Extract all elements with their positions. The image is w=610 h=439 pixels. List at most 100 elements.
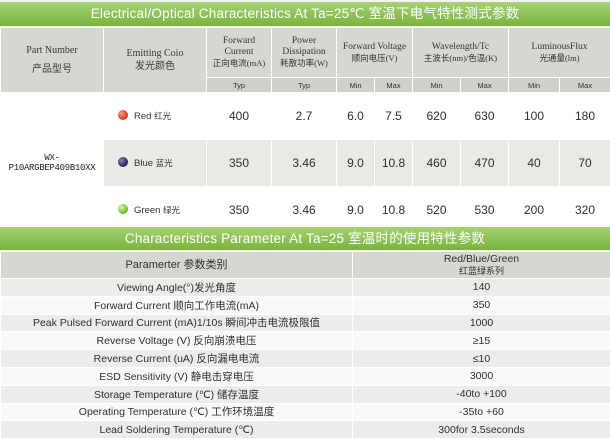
power-dissipation-header: Power Dissipation 耗散功率(W) (271, 27, 337, 78)
param-name: Storage Temperature (℃) 储存温度 (0, 384, 353, 404)
part-number-header: Part Number 产品型号 (0, 27, 104, 93)
forward-current-header: Forward Current 正向电流(mA) (206, 27, 272, 78)
luminous-flux-header: LuminousFlux 光通量(lm) (507, 27, 610, 78)
table-row: Storage Temperature (℃) 储存温度 -40to +100 (0, 384, 610, 404)
typ-subheader: Typ (271, 77, 337, 93)
power-dissipation-label: Power Dissipation (282, 36, 326, 57)
lf-max-value: 180 (558, 92, 610, 140)
lf-min-value: 200 (508, 186, 560, 234)
forward-voltage-label-cn: 顺向电压(V) (351, 52, 398, 63)
param-value: 1000 (352, 313, 610, 333)
value-header: Red/Blue/Green 红蓝绿系列 (352, 251, 610, 279)
param-name: ESD Sensitivity (V) 静电击穿电压 (0, 366, 353, 386)
forward-voltage-header: Forward Voltage 顺向电压(V) (336, 27, 413, 78)
param-value: 3000 (352, 366, 610, 386)
wavelength-label-cn: 主波长(nm)/色温(K) (423, 52, 498, 63)
table-row: Reverse Voltage (V) 反向崩溃电压 ≥15 (0, 331, 610, 351)
table-row: Reverse Current (uA) 反向漏电电流 ≤10 (0, 349, 610, 368)
forward-current-label: Forward Current (222, 36, 256, 57)
param-value: 350 (352, 295, 610, 315)
table-row: Green 绿光 350 3.46 9.0 10.8 520 530 200 3… (1, 186, 610, 234)
luminous-flux-label: LuminousFlux (531, 41, 588, 52)
param-value: 140 (352, 278, 610, 297)
table-row: Viewing Angle(°)发光角度 140 (0, 278, 610, 297)
vf-max-value: 7.5 (374, 92, 413, 140)
param-name: Viewing Angle(°)发光角度 (0, 278, 353, 297)
emitting-color-label: Emitting Coio (126, 48, 184, 59)
typ-subheader: Typ (206, 77, 272, 93)
wl-min-value: 620 (412, 92, 461, 140)
power-dissipation-label-cn: 耗散功率(W) (280, 58, 328, 68)
param-name: Reverse Current (uA) 反向漏电电流 (0, 349, 353, 368)
power-dissipation-value: 3.46 (271, 139, 337, 187)
param-name: Peak Pulsed Forward Current (mA)1/10s 瞬间… (0, 313, 353, 333)
electrical-optical-table: Part Number 产品型号 Emitting Coio 发光颜色 Forw… (0, 27, 610, 234)
value-header-label-cn: 红蓝绿系列 (458, 266, 504, 276)
min-subheader: Min (508, 77, 560, 93)
table-row: WX-P10ARGBEP409B10XX Red 红光 400 2.7 6.0 … (0, 92, 610, 234)
value-header-label: Red/Blue/Green (443, 253, 520, 265)
forward-current-value: 350 (206, 186, 272, 234)
max-subheader: Max (558, 77, 610, 93)
vf-min-value: 6.0 (336, 92, 375, 140)
param-name: Lead Soldering Temperature (℃) (0, 420, 353, 439)
color-label-cn: 蓝光 (155, 158, 173, 168)
param-value: 300for 3.5seconds (352, 420, 610, 439)
part-number-value: WX-P10ARGBEP409B10XX (0, 92, 104, 234)
wl-min-value: 460 (412, 139, 461, 187)
color-label-cn: 红光 (154, 111, 172, 121)
wl-max-value: 530 (460, 186, 509, 234)
wavelength-label: Wavelength/Tc (431, 41, 490, 52)
lf-max-value: 70 (558, 139, 610, 187)
part-number-label-cn: 产品型号 (32, 64, 72, 75)
table-row: ESD Sensitivity (V) 静电击穿电压 3000 (0, 366, 610, 386)
vf-max-value: 10.8 (374, 139, 413, 187)
table-row: Lead Soldering Temperature (℃) 300for 3.5… (0, 420, 610, 439)
emitting-color-header: Emitting Coio 发光颜色 (103, 27, 207, 93)
power-dissipation-value: 3.46 (271, 186, 337, 234)
wl-min-value: 520 (412, 186, 461, 234)
table-row: Peak Pulsed Forward Current (mA)1/10s 瞬间… (0, 313, 610, 333)
min-subheader: Min (412, 77, 461, 93)
forward-current-value: 400 (206, 92, 272, 140)
characteristics-parameter-table: Paramerter 参数类别 Red/Blue/Green 红蓝绿系列 Vie… (0, 251, 610, 439)
param-name: Operating Temperature (℃) 工作环境温度 (0, 402, 353, 422)
color-cell: Red 红光 (103, 92, 207, 140)
table-row: Blue 蓝光 350 3.46 9.0 10.8 460 470 40 70 (1, 139, 610, 187)
lf-min-value: 100 (508, 92, 560, 140)
table-row: Forward Current 顺向工作电流(mA) 350 (0, 295, 610, 315)
wl-max-value: 470 (460, 139, 509, 187)
color-label: Red (134, 111, 152, 122)
param-value: ≤10 (352, 349, 610, 368)
param-value: -40to +100 (352, 384, 610, 404)
section1-title: Electrical/Optical Characteristics At Ta… (0, 2, 610, 26)
table-header-row: Paramerter 参数类别 Red/Blue/Green 红蓝绿系列 (0, 251, 610, 279)
red-dot-icon (118, 110, 128, 120)
emitting-color-label-cn: 发光颜色 (135, 61, 175, 72)
green-dot-icon (118, 204, 128, 214)
param-value: ≥15 (352, 331, 610, 351)
color-label-cn: 绿光 (163, 205, 181, 215)
wl-max-value: 630 (460, 92, 509, 140)
lf-min-value: 40 (508, 139, 560, 187)
power-dissipation-value: 2.7 (271, 92, 337, 140)
param-name: Reverse Voltage (V) 反向崩溃电压 (0, 331, 353, 351)
color-label: Blue (134, 158, 154, 169)
max-subheader: Max (460, 77, 509, 93)
color-cell: Blue 蓝光 (103, 139, 207, 187)
part-number-label: Part Number (26, 45, 78, 56)
table-row: Operating Temperature (℃) 工作环境温度 -35to +6… (0, 402, 610, 422)
max-subheader: Max (374, 77, 413, 93)
blue-dot-icon (118, 157, 128, 167)
forward-voltage-label: Forward Voltage (342, 41, 407, 52)
color-label: Green (134, 205, 161, 216)
vf-min-value: 9.0 (336, 139, 375, 187)
lf-max-value: 320 (558, 186, 610, 234)
min-subheader: Min (336, 77, 375, 93)
section2-title: Characteristics Parameter At Ta=25 室温时的使… (0, 227, 610, 250)
forward-current-value: 350 (206, 139, 272, 187)
luminous-flux-label-cn: 光通量(lm) (539, 52, 580, 63)
forward-current-label-cn: 正向电流(mA) (212, 58, 266, 68)
param-value: -35to +60 (352, 402, 610, 422)
vf-min-value: 9.0 (336, 186, 375, 234)
